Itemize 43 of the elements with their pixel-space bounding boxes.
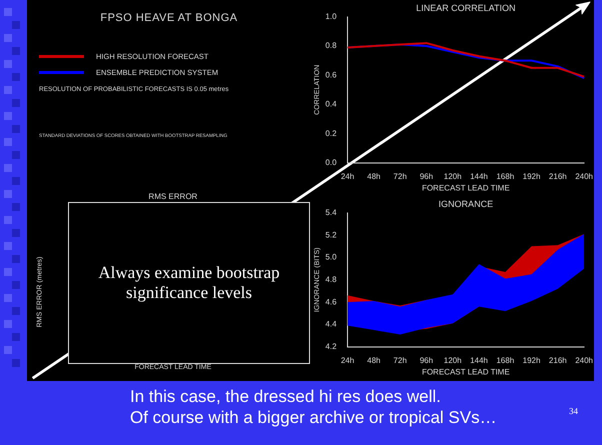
x-tick-label: 48h [367, 172, 380, 181]
x-tick-label: 144h [470, 172, 488, 181]
x-tick-label: 72h [393, 172, 407, 181]
x-tick-label: 240h [575, 356, 593, 365]
y-tick-label: 1.0 [325, 12, 338, 22]
x-tick-label: 216h [548, 172, 567, 181]
x-axis-title: FORECAST LEAD TIME [422, 367, 510, 376]
y-tick-label: 0.0 [325, 158, 338, 168]
x-tick-label: 72h [393, 356, 407, 365]
x-tick-label: 120h [444, 172, 462, 181]
x-tick-label: 192h [522, 172, 540, 181]
y-tick-label: 0.4 [325, 100, 338, 109]
y-tick-label: 4.2 [325, 342, 338, 352]
x-tick-label: 24h [340, 172, 354, 181]
y-tick-label: 0.6 [325, 70, 338, 80]
y-tick-label: 0.8 [325, 41, 338, 50]
text: Always examine bootstrap significance levels [97, 263, 281, 303]
x-tick-label: 216h [548, 356, 567, 365]
x-tick-label: 192h [522, 356, 540, 365]
x-tick-label: 96h [420, 172, 434, 181]
y-tick-label: 5.0 [325, 252, 338, 262]
y-tick-label: 4.4 [325, 320, 338, 329]
x-tick-label: 168h [496, 356, 514, 365]
x-tick-label: 168h [496, 172, 514, 181]
x-axis-title: FORECAST LEAD TIME [422, 183, 510, 192]
y-tick-label: 5.4 [325, 208, 338, 218]
chart-title: IGNORANCE [438, 198, 494, 209]
x-tick-label: 48h [367, 356, 380, 365]
x-tick-label: 144h [470, 356, 488, 365]
y-tick-label: 0.2 [325, 128, 338, 138]
y-tick-label: 4.6 [325, 297, 338, 306]
text: 34 [569, 406, 578, 416]
text: In this case, the dressed hi res does well. [130, 386, 442, 407]
x-tick-label: 120h [444, 356, 462, 365]
y-tick-label: 5.2 [325, 230, 338, 240]
text: Of course with a bigger archive or tropical SVs… [130, 407, 497, 428]
text: FPSO HEAVE AT BONGA [99, 12, 239, 24]
x-tick-label: 96h [420, 356, 434, 365]
text: RMS ERROR [148, 192, 198, 201]
chart-title: LINEAR CORRELATION [416, 2, 516, 13]
x-tick-label: 240h [575, 172, 593, 181]
y-tick-label: 4.8 [325, 275, 338, 284]
x-tick-label: 24h [340, 356, 354, 365]
